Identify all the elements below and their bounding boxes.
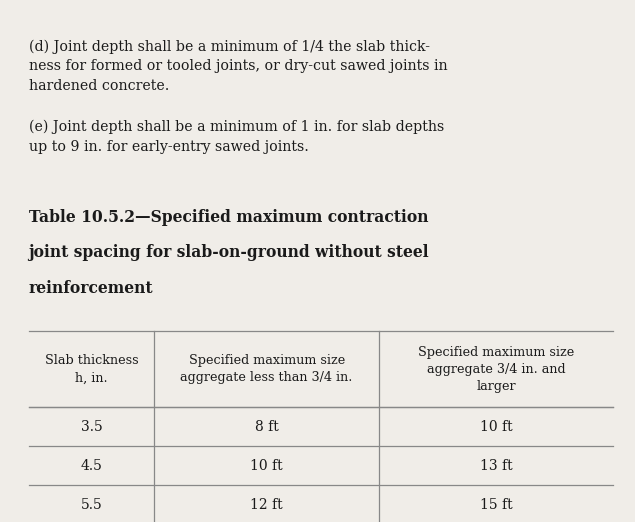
Text: 5.5: 5.5 [81,498,102,512]
Text: 10 ft: 10 ft [250,459,283,473]
Text: (e) Joint depth shall be a minimum of 1 in. for slab depths
up to 9 in. for earl: (e) Joint depth shall be a minimum of 1 … [29,120,444,154]
Text: (d) Joint depth shall be a minimum of 1/4 the slab thick-
ness for formed or too: (d) Joint depth shall be a minimum of 1/… [29,39,447,92]
Text: 10 ft: 10 ft [479,420,512,434]
Text: 4.5: 4.5 [81,459,102,473]
Text: Specified maximum size
aggregate 3/4 in. and
larger: Specified maximum size aggregate 3/4 in.… [418,346,574,393]
Text: Table 10.5.2—Specified maximum contraction: Table 10.5.2—Specified maximum contracti… [29,209,428,226]
Text: 12 ft: 12 ft [250,498,283,512]
Text: Slab thickness
h, in.: Slab thickness h, in. [44,354,138,384]
Text: 13 ft: 13 ft [479,459,512,473]
Text: joint spacing for slab-on-ground without steel: joint spacing for slab-on-ground without… [29,244,429,262]
Text: 3.5: 3.5 [81,420,102,434]
Text: 8 ft: 8 ft [255,420,279,434]
Text: reinforcement: reinforcement [29,280,153,297]
Text: Specified maximum size
aggregate less than 3/4 in.: Specified maximum size aggregate less th… [180,354,353,384]
Text: 15 ft: 15 ft [479,498,512,512]
